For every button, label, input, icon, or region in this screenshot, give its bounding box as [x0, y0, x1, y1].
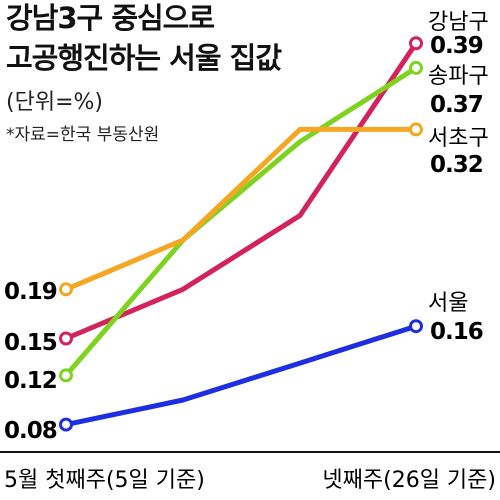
series-0-start-marker [59, 331, 73, 346]
x-tick-label-0: 5월 첫째주(5일 기준) [4, 468, 205, 493]
series-3-end-value: 0.16 [430, 319, 483, 345]
series-0-end-marker [409, 36, 423, 51]
chart-title-line2: 고공행진하는 서울 집값 [6, 41, 282, 75]
series-1-name: 송파구 [428, 64, 489, 89]
series-3-end-marker [409, 319, 423, 334]
series-0-end-value: 0.39 [430, 33, 483, 59]
x-tick-label-3: 넷째주(26일 기준) [322, 468, 496, 493]
series-1-end-value: 0.37 [430, 92, 483, 118]
series-0-start-value: 0.15 [4, 330, 57, 356]
series-2-name: 서초구 [428, 126, 489, 151]
chart-title-line1: 강남3구 중심으로 [6, 1, 215, 35]
series-3-start-value: 0.08 [4, 418, 57, 444]
unit-label: (단위=%) [6, 90, 103, 115]
series-1-end-marker [409, 60, 423, 75]
source-note: *자료=한국 부동산원 [6, 125, 160, 145]
series-2-end-value: 0.32 [430, 152, 483, 178]
series-2-start-value: 0.19 [4, 279, 57, 305]
series-3-start-marker [59, 417, 73, 432]
series-line-1 [64, 65, 418, 378]
series-line-3 [65, 323, 417, 428]
series-2-start-marker [59, 282, 73, 297]
series-0-name: 강남구 [428, 10, 489, 35]
series-line-2 [65, 126, 416, 292]
series-1-start-value: 0.12 [4, 368, 57, 394]
series-2-end-marker [409, 122, 423, 137]
series-1-start-marker [59, 368, 73, 383]
series-3-name: 서울 [428, 291, 468, 316]
